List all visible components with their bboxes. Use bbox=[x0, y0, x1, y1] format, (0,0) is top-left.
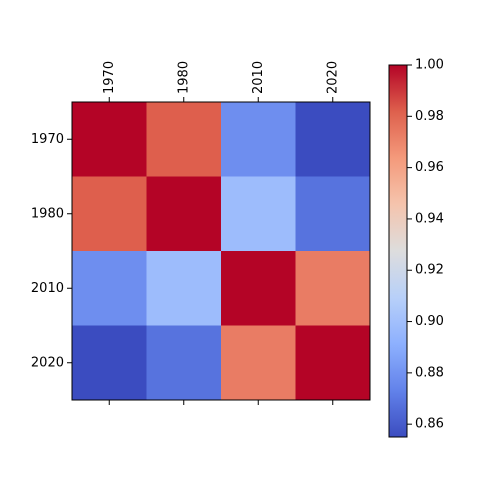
y-axis-ticks: 1970 1980 2010 2020 bbox=[31, 132, 72, 370]
colorbar-tick-label: 0.92 bbox=[415, 263, 444, 278]
heatmap-cell bbox=[221, 102, 296, 177]
heatmap-cell bbox=[72, 251, 147, 326]
y-tick-label: 2010 bbox=[31, 281, 64, 296]
colorbar: 0.86 0.88 0.90 0.92 0.94 0.96 0.98 1.00 bbox=[388, 58, 444, 438]
heatmap-cell bbox=[295, 102, 371, 177]
colorbar-frame bbox=[388, 64, 408, 438]
heatmap-cell bbox=[72, 102, 147, 177]
colorbar-tick-label: 0.98 bbox=[415, 109, 444, 124]
x-tick-label: 1970 bbox=[102, 61, 117, 94]
y-tick-label: 1970 bbox=[31, 132, 64, 147]
heatmap-cell bbox=[221, 251, 296, 326]
heatmap-cells bbox=[72, 102, 371, 401]
heatmap-cell bbox=[72, 325, 147, 401]
heatmap-cell bbox=[146, 251, 222, 326]
heatmap-cell bbox=[146, 102, 222, 177]
colorbar-gradient bbox=[389, 65, 407, 437]
heatmap-cell bbox=[72, 176, 147, 252]
heatmap-cell bbox=[295, 325, 371, 401]
x-tick-label: 2020 bbox=[325, 61, 340, 94]
heatmap-cell bbox=[221, 176, 296, 252]
heatmap-cell bbox=[295, 176, 371, 252]
heatmap-cell bbox=[221, 325, 296, 401]
colorbar-tick-label: 0.88 bbox=[415, 365, 444, 380]
heatmap-cell bbox=[146, 325, 222, 401]
heatmap-frame bbox=[71, 101, 371, 401]
colorbar-tick-label: 1.00 bbox=[415, 58, 444, 73]
heatmap-cell bbox=[146, 176, 222, 252]
colorbar-tick-label: 0.90 bbox=[415, 314, 444, 329]
y-tick-label: 2020 bbox=[31, 355, 64, 370]
x-tick-label: 2010 bbox=[251, 61, 266, 94]
y-tick-label: 1980 bbox=[31, 206, 64, 221]
x-tick-label: 1980 bbox=[176, 61, 191, 94]
colorbar-tick-label: 0.94 bbox=[415, 211, 444, 226]
heatmap-cell bbox=[295, 251, 371, 326]
colorbar-tick-label: 0.86 bbox=[415, 417, 444, 432]
colorbar-tick-label: 0.96 bbox=[415, 160, 444, 175]
x-axis-ticks: 1970 1980 2010 2020 bbox=[102, 61, 340, 405]
